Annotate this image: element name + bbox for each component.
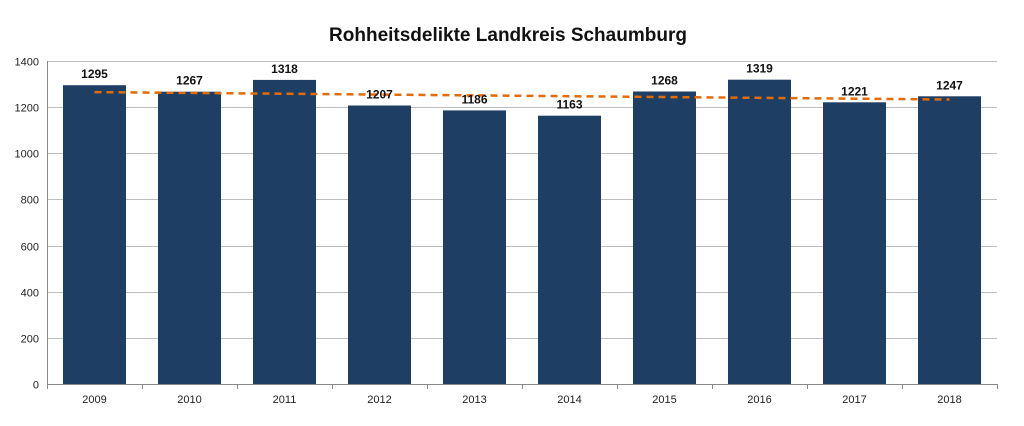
bar-2018 bbox=[918, 96, 981, 385]
bar-2016 bbox=[728, 79, 791, 384]
data-label-2017: 1221 bbox=[841, 84, 868, 98]
data-label-2009: 1295 bbox=[81, 67, 108, 81]
y-tick-label: 1400 bbox=[15, 57, 39, 69]
x-tick-label: 2012 bbox=[367, 394, 391, 406]
data-label-2015: 1268 bbox=[651, 74, 678, 88]
y-tick-label: 200 bbox=[21, 334, 39, 346]
data-label-2013: 1186 bbox=[461, 92, 487, 106]
data-label-2012: 1207 bbox=[366, 88, 393, 102]
chart-title: Rohheitsdelikte Landkreis Schaumburg bbox=[329, 25, 687, 46]
y-tick-label: 800 bbox=[21, 195, 39, 207]
bar-2017 bbox=[823, 102, 886, 385]
y-tick-label: 0 bbox=[33, 380, 39, 392]
x-tick-label: 2013 bbox=[462, 394, 486, 406]
bar-2012 bbox=[348, 105, 411, 384]
y-tick-label: 600 bbox=[21, 242, 39, 254]
axes: 0 200 400 600 800 1000 1200 1400 2009 2010 2011 201… bbox=[15, 57, 998, 406]
x-tick-label: 2011 bbox=[273, 394, 297, 406]
x-tick-label: 2018 bbox=[937, 394, 961, 406]
x-tick-label: 2009 bbox=[82, 394, 106, 406]
data-labels: 1295 1267 1318 1207 1186 1163 1268 1319 1221 1247 bbox=[81, 62, 963, 112]
bar-2009 bbox=[63, 85, 126, 384]
x-tick-label: 2017 bbox=[842, 394, 866, 406]
bar-2013 bbox=[443, 110, 506, 385]
x-tick-label: 2010 bbox=[177, 394, 201, 406]
data-label-2010: 1267 bbox=[176, 74, 203, 88]
x-tick-label: 2016 bbox=[747, 394, 771, 406]
data-label-2011: 1318 bbox=[271, 62, 298, 76]
data-label-2016: 1319 bbox=[746, 62, 773, 76]
bars bbox=[63, 79, 981, 385]
data-label-2014: 1163 bbox=[556, 98, 582, 112]
trendline-group bbox=[94, 90, 950, 101]
bar-2015 bbox=[633, 91, 696, 384]
y-tick-label: 1000 bbox=[15, 149, 39, 161]
x-tick-label: 2015 bbox=[652, 394, 676, 406]
y-tick-label: 400 bbox=[21, 288, 39, 300]
y-tick-label: 1200 bbox=[15, 103, 39, 115]
bar-2014 bbox=[538, 115, 601, 384]
x-tick-label: 2014 bbox=[557, 394, 581, 406]
data-label-2018: 1247 bbox=[936, 78, 963, 92]
bar-2010 bbox=[158, 91, 221, 384]
bar-2011 bbox=[253, 79, 316, 385]
trendline bbox=[94, 90, 950, 101]
